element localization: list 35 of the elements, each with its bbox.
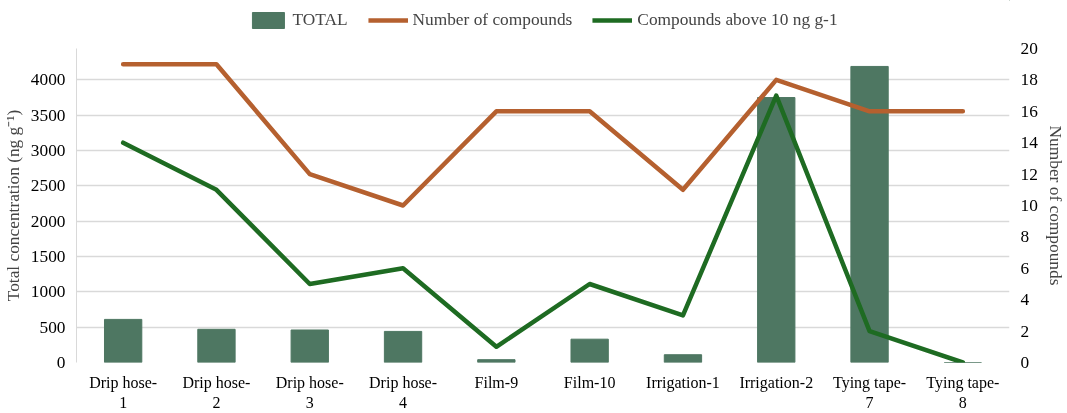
y2-tick-label: 12 [1020,164,1038,184]
y2-tick-label: 4 [1020,290,1030,310]
y2-tick-label: 6 [1020,258,1030,278]
y-tick-label: 3000 [30,141,66,161]
y-axis-title: Total concentration (ng g⁻¹) [3,109,23,302]
y-tick-label: 2500 [30,176,66,196]
x-tick-label: Tying tape-8 [926,373,1000,411]
x-tick-label: Drip hose-2 [182,373,251,411]
y-tick-label: 1000 [30,282,66,302]
x-tick-label: Irrigation-2 [739,373,814,392]
x-tick-label: Film-10 [563,373,616,391]
y2-tick-label: 14 [1020,133,1039,153]
y2-tick-label: 16 [1020,101,1039,121]
y2-tick-label: 0 [1020,353,1030,372]
x-tick-label: Film-9 [474,373,519,391]
y-tick-label: 4000 [30,70,66,90]
x-tick-label: Drip hose-4 [369,373,438,411]
y2-tick-label: 18 [1020,70,1038,90]
y2-tick-label: 20 [1020,39,1038,58]
y-tick-label: 1500 [30,247,66,267]
x-tick-label: Irrigation-1 [646,373,720,392]
x-tick-label: Tying tape-7 [833,373,907,411]
y-tick-label: 0 [56,353,66,372]
legend-label: Compounds above 10 ng g-1 [637,10,838,30]
legend-label: Number of compounds [412,10,573,30]
y-tick-label: 3500 [30,105,66,125]
legend-label: TOTAL [292,10,348,30]
y2-axis-title: Number of compounds [1045,125,1065,286]
y-tick-label: 2000 [30,211,66,231]
y2-tick-label: 2 [1020,321,1030,341]
x-tick-label: Drip hose-1 [89,373,158,411]
x-tick-label: Drip hose-3 [275,373,344,411]
y2-tick-label: 8 [1020,227,1030,247]
y2-tick-label: 10 [1020,196,1038,215]
y-tick-label: 500 [39,317,66,337]
